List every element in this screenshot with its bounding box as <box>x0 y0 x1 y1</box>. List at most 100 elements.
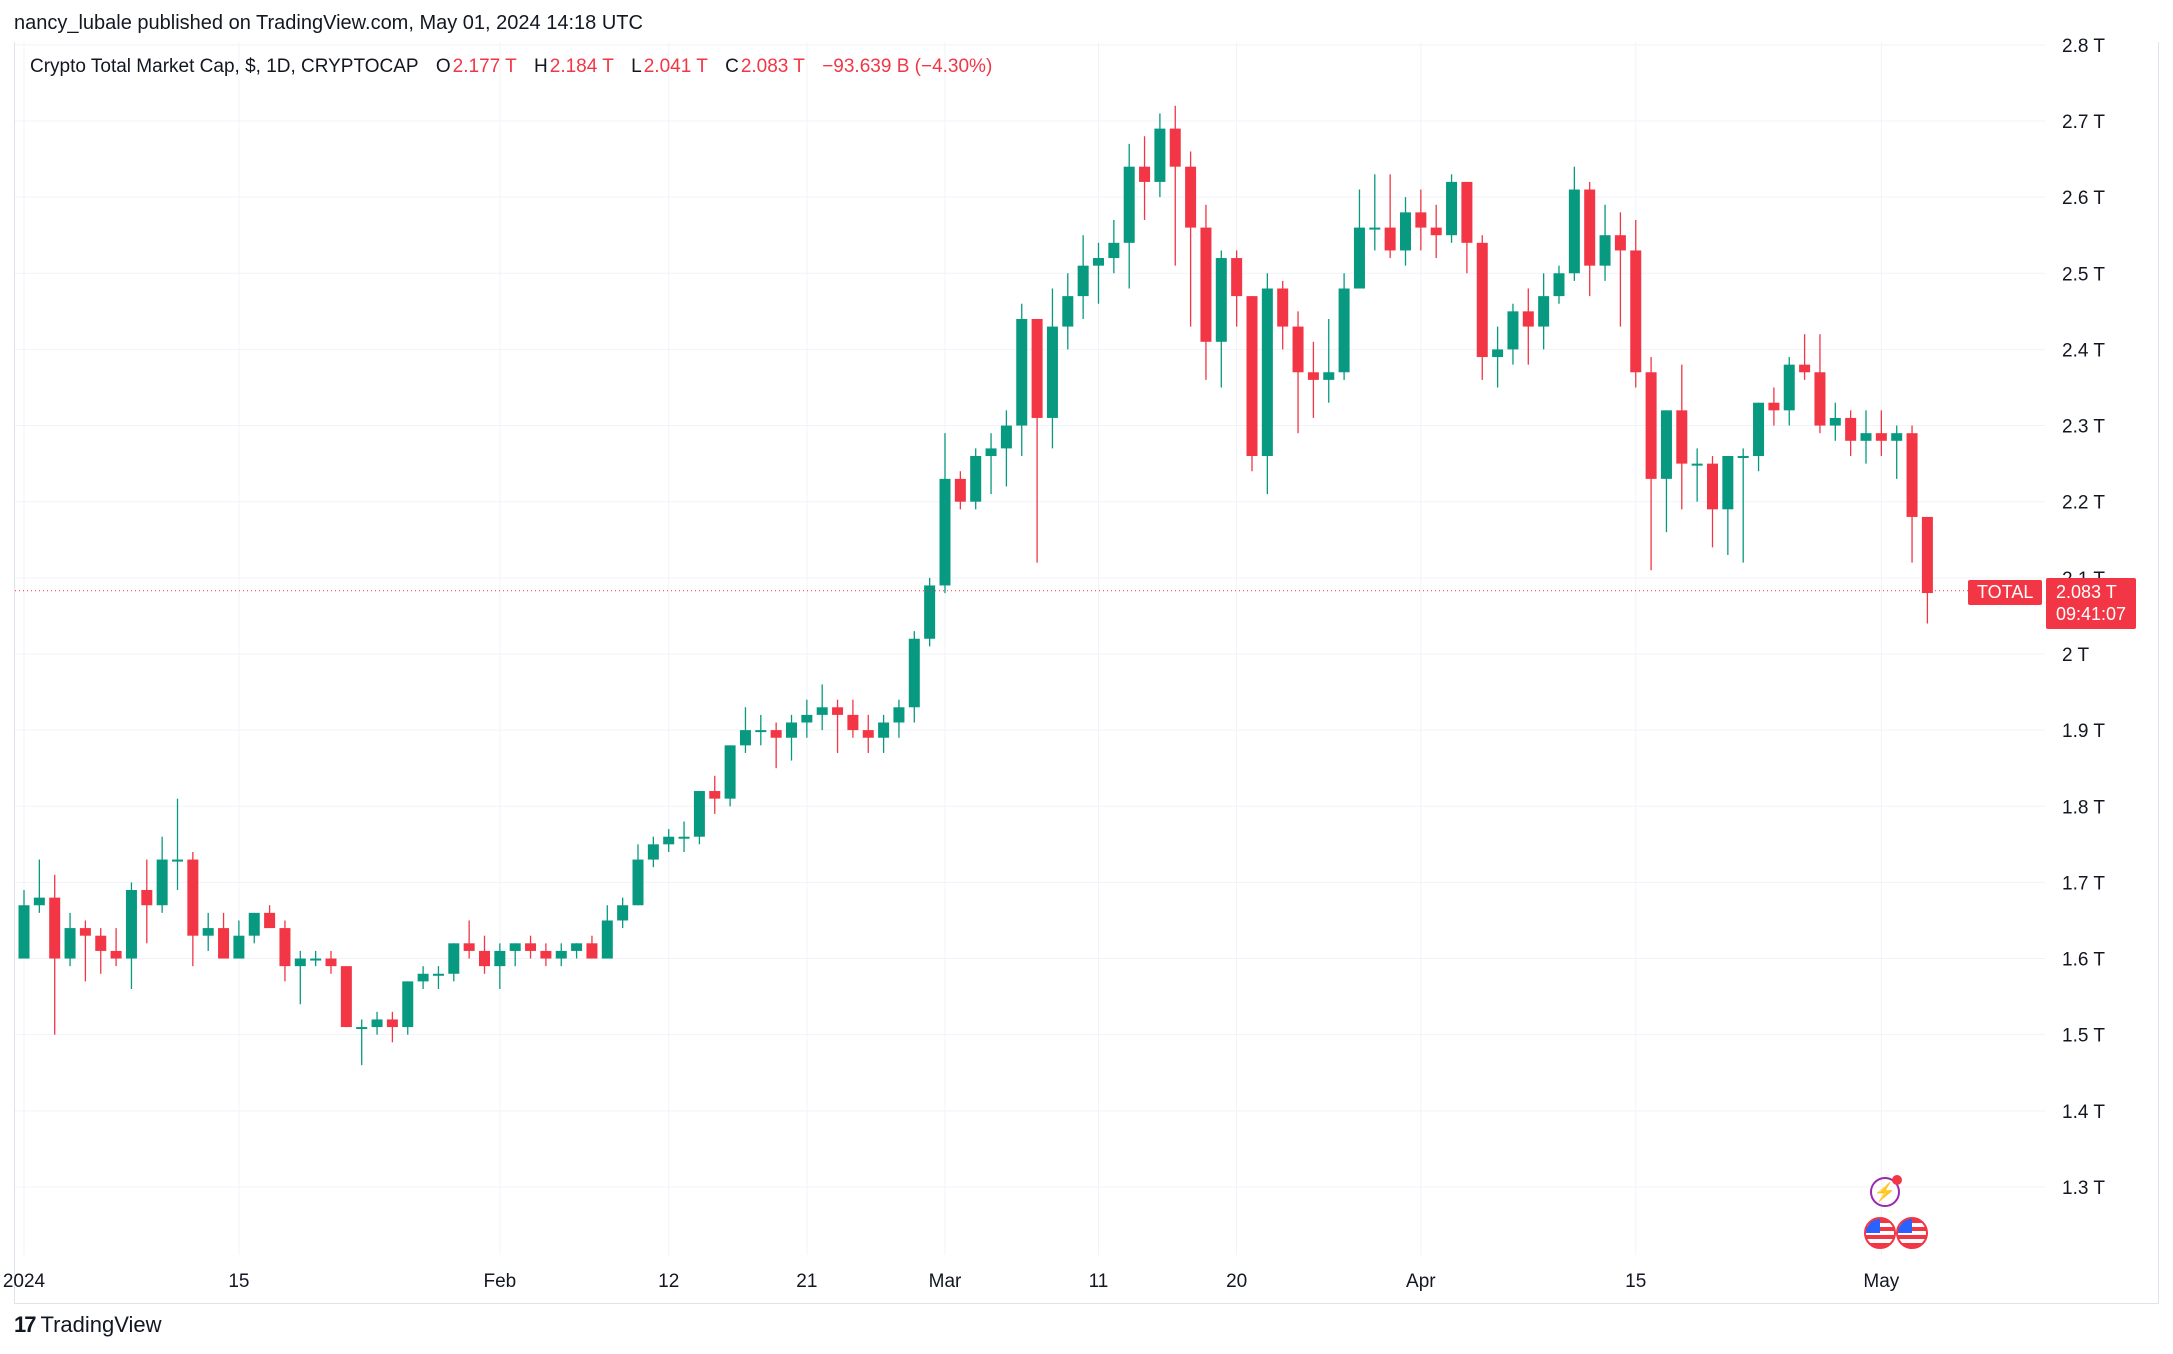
candle[interactable] <box>770 722 782 769</box>
candle[interactable] <box>954 471 966 510</box>
candle[interactable] <box>1400 197 1411 266</box>
candle[interactable] <box>1154 113 1166 198</box>
candle[interactable] <box>924 577 936 647</box>
candle[interactable] <box>1430 204 1442 259</box>
candle[interactable] <box>463 920 475 959</box>
candle[interactable] <box>1046 288 1058 449</box>
candle[interactable] <box>1568 166 1580 281</box>
candle[interactable] <box>1614 212 1626 327</box>
candle[interactable] <box>1031 318 1043 563</box>
candle[interactable] <box>1292 311 1304 434</box>
candle[interactable] <box>571 943 583 959</box>
candle[interactable] <box>939 433 951 594</box>
candle[interactable] <box>1845 410 1857 457</box>
candle[interactable] <box>1461 181 1473 274</box>
candle[interactable] <box>555 943 567 967</box>
candle[interactable] <box>847 699 859 738</box>
candle[interactable] <box>479 935 490 974</box>
candle[interactable] <box>1814 334 1826 434</box>
candle[interactable] <box>1108 219 1120 274</box>
candle[interactable] <box>985 433 997 495</box>
candle[interactable] <box>248 912 260 944</box>
candle[interactable] <box>1507 303 1519 365</box>
candle[interactable] <box>525 935 537 959</box>
candle[interactable] <box>1645 357 1657 571</box>
candle[interactable] <box>1415 189 1427 251</box>
candle[interactable] <box>1492 326 1504 388</box>
candle[interactable] <box>325 950 337 974</box>
candle[interactable] <box>601 905 613 959</box>
tradingview-logo[interactable]: 17 TradingView <box>14 1312 162 1338</box>
candle[interactable] <box>1000 410 1012 487</box>
candle[interactable] <box>1077 235 1089 319</box>
candle[interactable] <box>1538 273 1550 350</box>
candle[interactable] <box>1323 318 1335 403</box>
candle[interactable] <box>1553 265 1565 304</box>
candle[interactable] <box>908 631 920 723</box>
candle[interactable] <box>33 859 45 913</box>
candle[interactable] <box>647 836 659 868</box>
candle[interactable] <box>1906 425 1918 563</box>
candle[interactable] <box>724 745 736 807</box>
candle[interactable] <box>1476 235 1488 380</box>
candle[interactable] <box>110 928 122 967</box>
candle[interactable] <box>1123 143 1135 289</box>
candle[interactable] <box>1522 288 1534 365</box>
lightning-icon[interactable]: ⚡ <box>1870 1175 1902 1207</box>
candle[interactable] <box>509 943 521 967</box>
candle[interactable] <box>1691 448 1703 502</box>
candle[interactable] <box>1446 174 1458 243</box>
candle[interactable] <box>709 775 721 814</box>
candle[interactable] <box>1921 516 1933 624</box>
candle[interactable] <box>233 920 245 959</box>
candle[interactable] <box>49 874 61 1035</box>
candle[interactable] <box>586 935 598 959</box>
candle[interactable] <box>340 966 352 1028</box>
candle[interactable] <box>755 714 767 746</box>
candle[interactable] <box>878 714 890 753</box>
candle[interactable] <box>356 1019 368 1066</box>
candle[interactable] <box>1261 273 1273 495</box>
us-flag-icon[interactable] <box>1864 1217 1896 1249</box>
candle[interactable] <box>663 829 675 852</box>
candle[interactable] <box>693 791 705 845</box>
candle[interactable] <box>18 890 30 959</box>
candle[interactable] <box>832 699 844 753</box>
candle[interactable] <box>1660 410 1672 533</box>
candle[interactable] <box>1062 273 1074 350</box>
candle[interactable] <box>264 905 276 929</box>
candle[interactable] <box>494 943 506 989</box>
candle[interactable] <box>862 714 874 753</box>
candle[interactable] <box>1783 357 1795 426</box>
candle[interactable] <box>893 699 905 738</box>
candle[interactable] <box>294 950 306 1005</box>
candle[interactable] <box>141 859 153 944</box>
candle[interactable] <box>1093 242 1104 304</box>
candle[interactable] <box>1384 174 1396 259</box>
candle[interactable] <box>1768 387 1780 426</box>
candle[interactable] <box>432 966 444 989</box>
candle[interactable] <box>1277 280 1289 350</box>
candle[interactable] <box>64 912 76 967</box>
candle[interactable] <box>1630 219 1642 388</box>
candle[interactable] <box>1369 174 1381 251</box>
candle[interactable] <box>1307 341 1319 418</box>
candle[interactable] <box>1599 204 1611 281</box>
candle[interactable] <box>1231 250 1243 327</box>
candle[interactable] <box>1200 204 1212 380</box>
candle[interactable] <box>125 882 137 989</box>
candle[interactable] <box>678 821 690 852</box>
candle[interactable] <box>1799 334 1811 380</box>
candle[interactable] <box>187 851 199 967</box>
candle[interactable] <box>739 707 751 753</box>
candle[interactable] <box>1875 410 1887 457</box>
candle[interactable] <box>386 1011 398 1043</box>
candle[interactable] <box>1215 250 1227 388</box>
candle[interactable] <box>1246 296 1258 472</box>
candle[interactable] <box>816 684 828 731</box>
candle[interactable] <box>1584 181 1596 297</box>
candle[interactable] <box>172 798 183 891</box>
candle[interactable] <box>1860 410 1872 464</box>
candle[interactable] <box>1829 402 1841 441</box>
candle[interactable] <box>95 928 107 974</box>
